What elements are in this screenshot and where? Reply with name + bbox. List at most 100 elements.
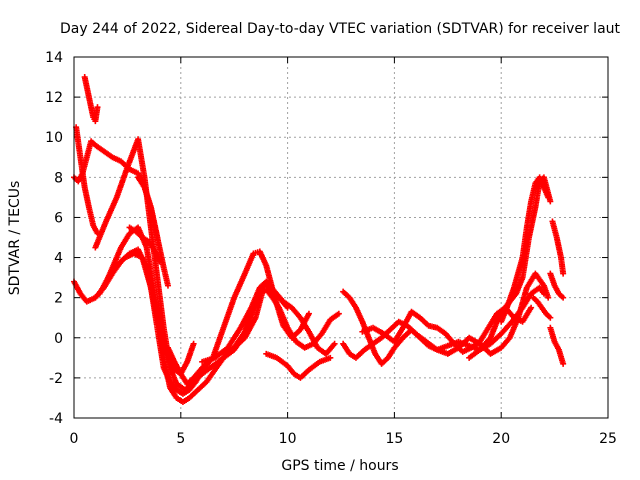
series-fill-mark <box>104 276 111 283</box>
series-fill-mark <box>555 345 562 352</box>
plot-frame <box>73 56 609 419</box>
x-tick-label: 20 <box>492 431 510 447</box>
series-fill-mark <box>151 247 158 254</box>
y-tick-label: 10 <box>45 130 63 146</box>
x-tick-label: 5 <box>176 431 185 447</box>
series-fill-mark <box>164 280 171 287</box>
series-fill-mark <box>518 276 525 283</box>
series-fill-mark <box>559 359 566 366</box>
series-fill-mark <box>365 333 372 340</box>
series-fill-mark <box>305 312 312 319</box>
series-fill-mark <box>551 337 558 344</box>
y-tick-label: 12 <box>45 90 63 106</box>
series-fill-mark <box>432 324 439 331</box>
series-fill-mark <box>160 363 167 370</box>
series-fill-mark <box>550 280 557 287</box>
series-fill-mark <box>142 242 149 249</box>
series-fill-mark <box>275 303 282 310</box>
y-tick-label: 6 <box>54 210 63 226</box>
x-tick-label: 10 <box>279 431 297 447</box>
series-fill-mark <box>531 182 538 189</box>
series-fill-mark <box>102 220 109 227</box>
grid-lines <box>74 57 608 418</box>
series-fill-mark <box>421 337 428 344</box>
y-axis-label: SDTVAR / TECUs <box>7 181 23 296</box>
series-fill-mark <box>210 368 217 375</box>
data-marks <box>71 74 567 405</box>
series-fill-mark <box>120 255 127 262</box>
series-fill-mark <box>379 329 386 336</box>
x-tick-label: 25 <box>599 431 617 447</box>
series-fill-mark <box>283 323 290 330</box>
series-fill-mark <box>166 363 173 370</box>
series-fill-mark <box>140 182 147 189</box>
series-fill-mark <box>230 296 237 303</box>
series-fill-mark <box>108 153 115 160</box>
y-tick-label: 4 <box>54 251 63 267</box>
series-fill-mark <box>505 336 512 343</box>
series-fill-mark <box>305 327 312 334</box>
series-fill-mark <box>443 343 450 350</box>
series-fill-mark <box>241 272 248 279</box>
x-tick-label: 0 <box>70 431 79 447</box>
y-tick-label: 14 <box>45 50 63 66</box>
chart-title: Day 244 of 2022, Sidereal Day-to-day VTE… <box>60 21 621 37</box>
series-fill-mark <box>559 268 566 275</box>
series-fill-mark <box>240 330 247 337</box>
series-fill-mark <box>424 321 431 328</box>
series-fill-mark <box>539 281 546 288</box>
series-fill-mark <box>251 316 258 323</box>
series-fill-mark <box>315 359 322 366</box>
y-tick-label: 8 <box>54 170 63 186</box>
series-fill-mark <box>247 306 254 313</box>
series-fill-mark <box>83 156 90 163</box>
series-fill-mark <box>540 182 547 189</box>
series-fill-mark <box>537 303 544 310</box>
series-fill-mark <box>183 360 190 367</box>
series-fill-mark <box>184 395 191 402</box>
series-fill-mark <box>398 326 405 333</box>
series-fill-mark <box>466 345 473 352</box>
series-fill-mark <box>330 342 337 349</box>
series-fill-mark <box>510 286 517 293</box>
series-fill-mark <box>544 292 551 299</box>
series-fill-mark <box>523 286 530 293</box>
series-fill-mark <box>117 246 124 253</box>
series-fill-mark <box>123 165 130 172</box>
series-fill-mark <box>503 304 510 311</box>
series-fill-mark <box>94 105 101 112</box>
series-fill-mark <box>558 293 565 300</box>
series-fill-mark <box>371 349 378 356</box>
y-tick-label: 0 <box>54 331 63 347</box>
series-fill-mark <box>210 355 217 362</box>
series-fill-mark <box>262 261 269 268</box>
y-tick-label: -2 <box>49 371 63 387</box>
series-fill-mark <box>218 355 225 362</box>
series-fill-mark <box>493 320 500 327</box>
tick-labels: 0 5 10 15 20 25 -4 -2 0 2 4 6 8 10 12 14 <box>45 50 617 447</box>
x-axis-label: GPS time / hours <box>281 458 398 474</box>
series-fill-mark <box>89 220 96 227</box>
series-fill-mark <box>219 326 226 333</box>
series-fill-mark <box>208 364 215 371</box>
series-fill-mark <box>484 326 491 333</box>
series-fill-mark <box>116 157 123 164</box>
series-fill-mark <box>147 202 154 209</box>
series-fill-mark <box>432 345 439 352</box>
series-fill-mark <box>190 342 197 349</box>
series-fill-mark <box>325 355 332 362</box>
series-fill-mark <box>170 357 177 364</box>
series-fill-mark <box>113 195 120 202</box>
series-fill-mark <box>545 313 552 320</box>
series-fill-mark <box>527 306 534 313</box>
series-fill-mark <box>334 311 341 318</box>
series-fill-mark <box>272 354 279 361</box>
series-fill-mark <box>93 228 100 235</box>
y-tick-label: -4 <box>49 411 63 427</box>
series-fill-mark <box>358 317 365 324</box>
x-tick-label: 15 <box>385 431 403 447</box>
series-fill-mark <box>254 249 261 256</box>
series-fill-mark <box>544 192 551 199</box>
